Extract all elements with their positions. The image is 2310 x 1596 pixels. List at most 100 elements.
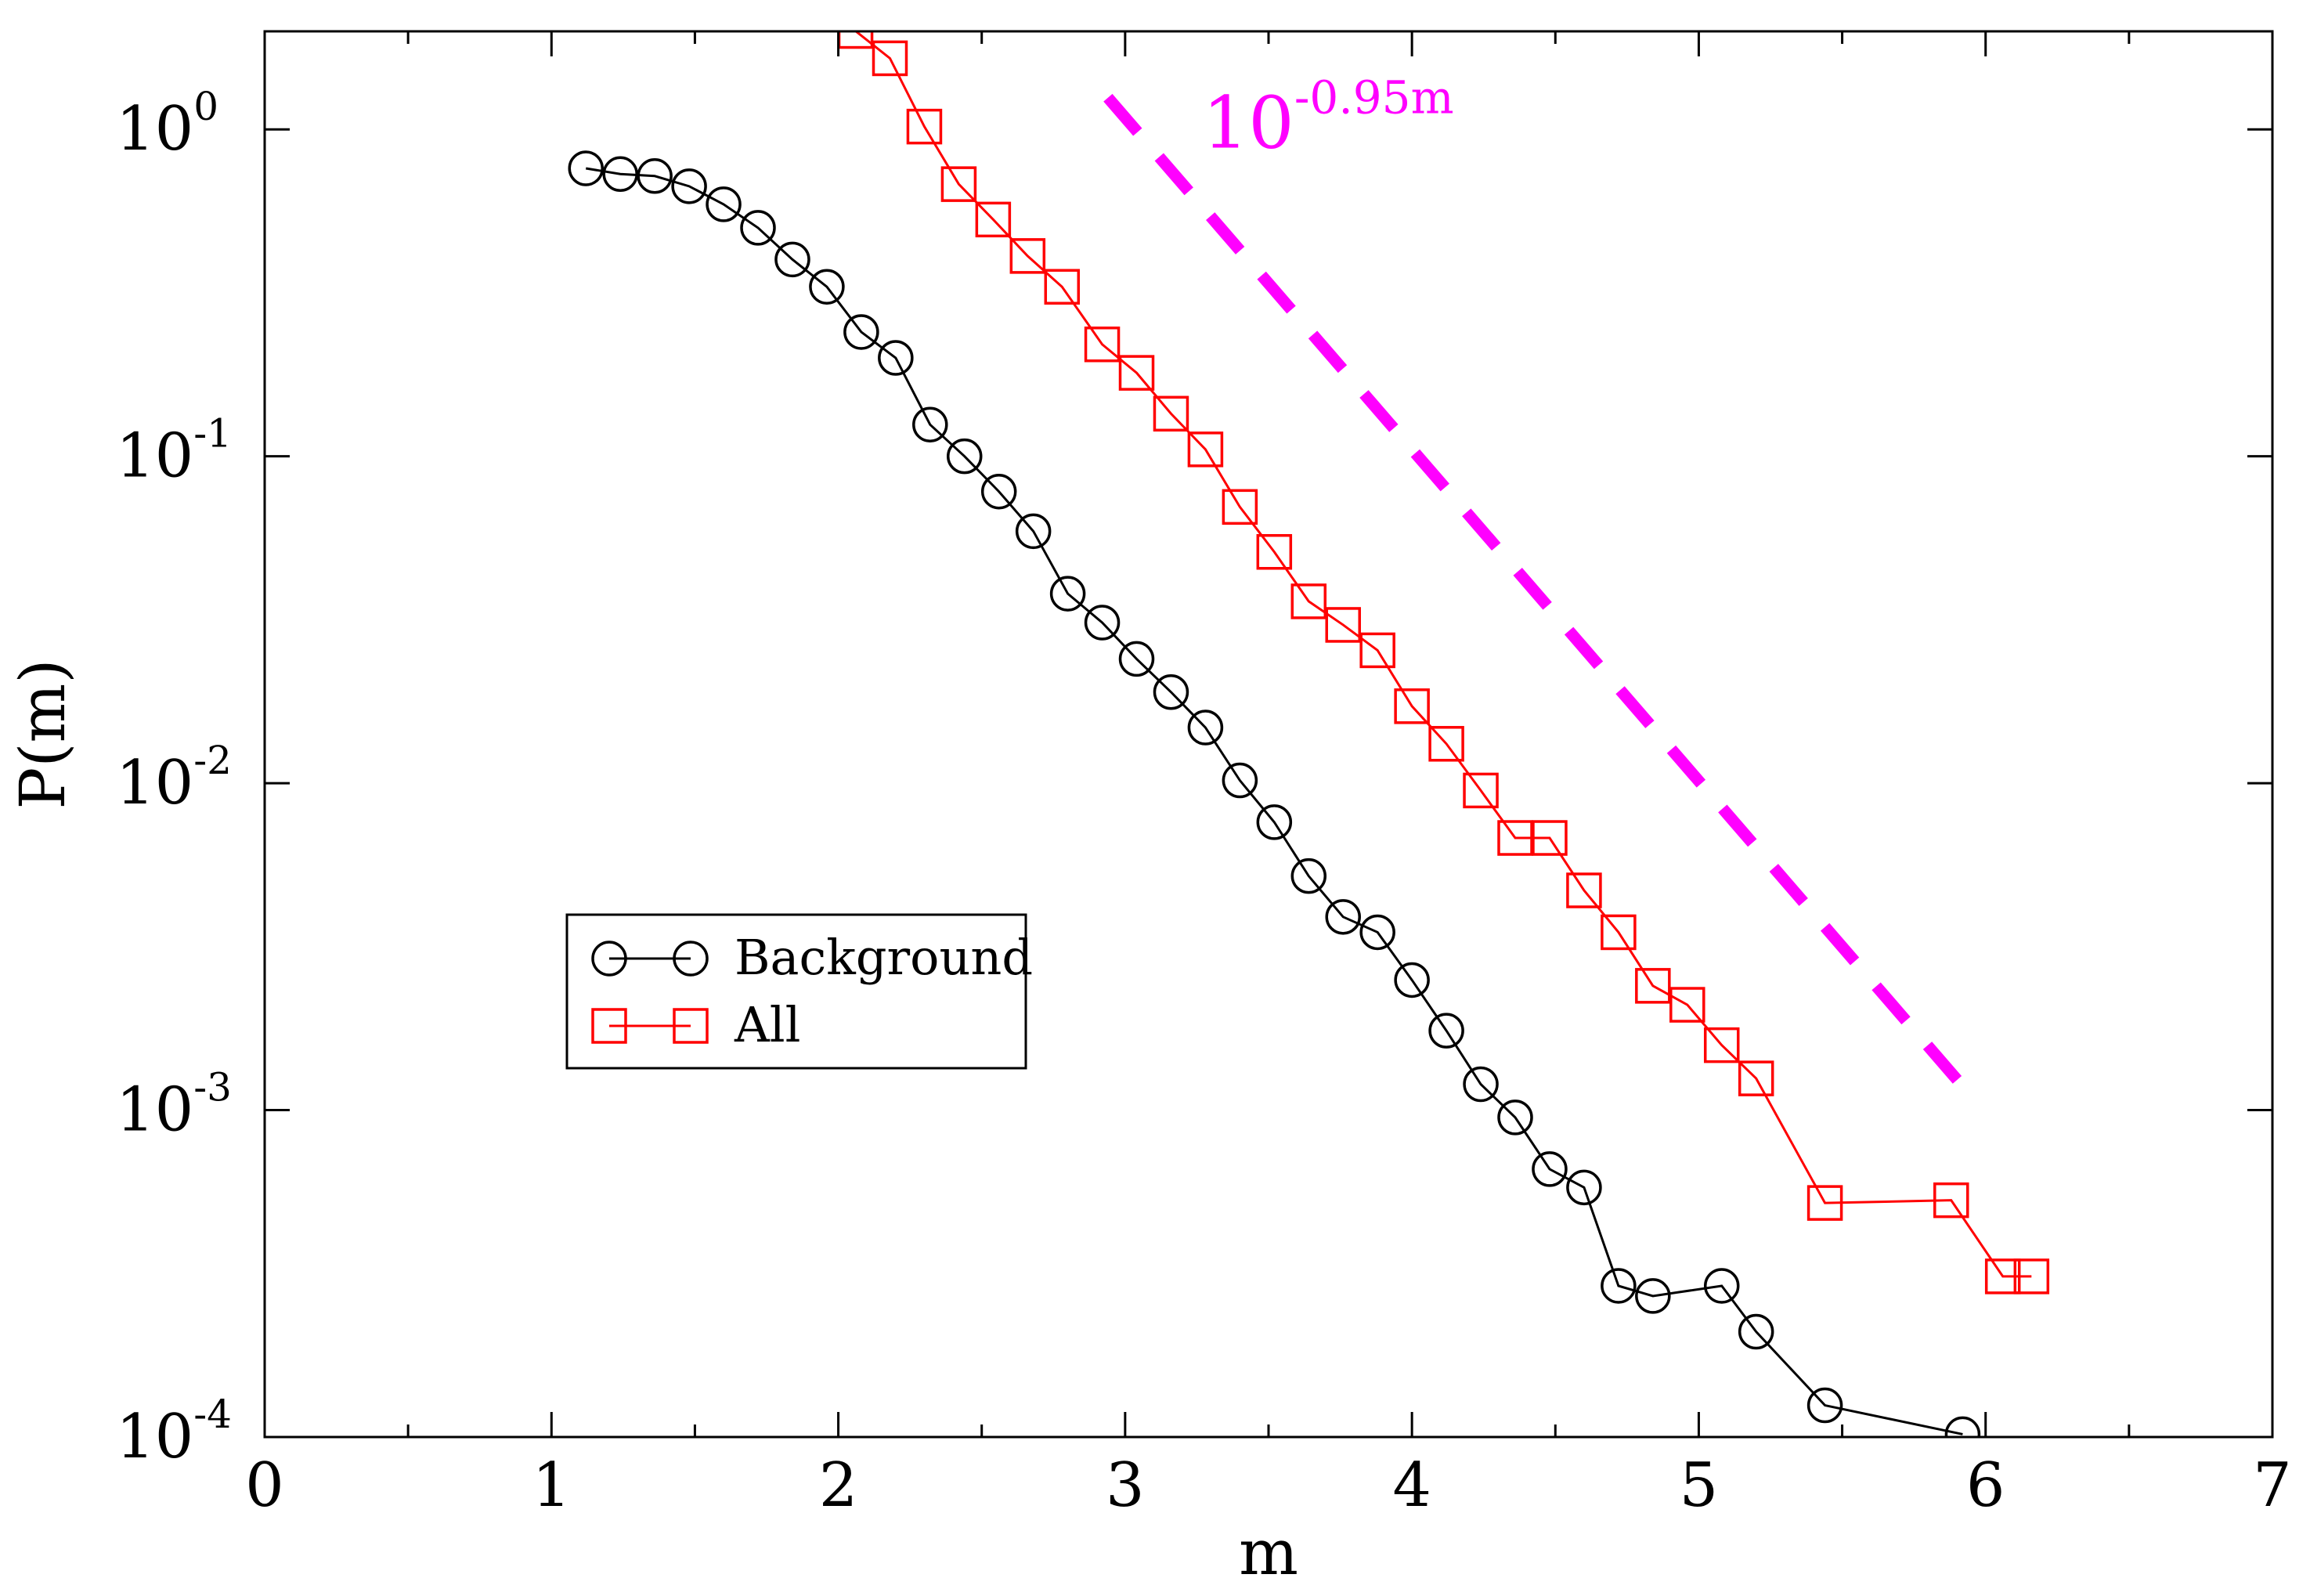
- point-all: [1933, 1182, 1969, 1219]
- x-tick-label: 7: [2253, 1450, 2292, 1521]
- legend-marker: [673, 1008, 709, 1044]
- point-background: [1944, 1416, 1981, 1437]
- point-background: [1738, 1313, 1774, 1350]
- x-tick-label: 1: [532, 1450, 571, 1521]
- point-background: [1463, 1066, 1499, 1103]
- legend-symbol-background: [591, 941, 709, 977]
- series-line-all: [854, 31, 2032, 1278]
- y-tick-base: 10: [116, 1075, 193, 1146]
- y-tick-label: 10-2: [116, 738, 232, 818]
- point-background: [1359, 914, 1395, 951]
- point-background: [740, 210, 776, 246]
- legend-label-background: Background: [735, 929, 1033, 986]
- x-tick-label: 3: [1106, 1450, 1145, 1521]
- point-background: [1428, 1013, 1464, 1049]
- y-tick-exponent: -4: [193, 1392, 232, 1437]
- y-tick-label: 100: [116, 84, 218, 164]
- point-all: [1601, 914, 1637, 951]
- y-tick-base: 10: [116, 94, 193, 164]
- point-background: [568, 150, 604, 186]
- x-axis-title: m: [1239, 1516, 1298, 1589]
- point-all: [1635, 968, 1671, 1004]
- legend-box: [565, 913, 1027, 1070]
- point-all: [1806, 1185, 1843, 1221]
- point-background: [1084, 605, 1121, 641]
- ticks-layer: [263, 31, 2274, 1439]
- series-layer: [568, 31, 2050, 1437]
- point-background: [1532, 1151, 1568, 1187]
- point-all: [1394, 688, 1430, 724]
- point-background: [706, 186, 742, 222]
- point-background: [980, 473, 1017, 510]
- point-all: [1044, 269, 1081, 305]
- point-all: [975, 201, 1012, 238]
- point-all: [1256, 533, 1293, 570]
- x-tick-label: 2: [819, 1450, 858, 1521]
- point-background: [1394, 962, 1430, 998]
- point-all: [1359, 632, 1395, 669]
- point-background: [1049, 576, 1086, 612]
- x-tick-label: 0: [245, 1450, 284, 1521]
- point-all: [872, 40, 908, 77]
- point-background: [809, 269, 845, 305]
- point-all: [1009, 238, 1046, 274]
- y-axis-title: P(m): [6, 659, 79, 809]
- point-all: [906, 108, 943, 145]
- point-background: [1806, 1387, 1843, 1424]
- y-tick-label: 10-4: [116, 1392, 232, 1472]
- point-background: [912, 406, 948, 442]
- point-background: [1153, 674, 1189, 710]
- point-all: [1984, 1258, 2021, 1294]
- y-tick-label: 10-3: [116, 1065, 232, 1146]
- x-tick-label: 4: [1392, 1450, 1431, 1521]
- y-tick-exponent: -3: [193, 1065, 232, 1110]
- point-background: [671, 168, 707, 204]
- point-background: [843, 314, 879, 350]
- point-background: [637, 158, 673, 194]
- y-tick-base: 10: [116, 421, 193, 492]
- point-background: [1256, 804, 1293, 840]
- point-background: [1601, 1268, 1637, 1304]
- y-tick-label: 10-1: [116, 411, 232, 492]
- legend-marker: [673, 941, 709, 977]
- formula-base: 10: [1203, 81, 1294, 164]
- x-tick-label: 6: [1966, 1450, 2005, 1521]
- point-all: [1153, 395, 1189, 432]
- point-all: [2013, 1258, 2050, 1294]
- point-all: [940, 166, 977, 202]
- point-all: [1738, 1060, 1774, 1096]
- point-background: [1118, 641, 1155, 677]
- point-all: [837, 31, 874, 49]
- x-tick-label: 5: [1680, 1450, 1719, 1521]
- point-all: [1118, 355, 1155, 391]
- point-background: [1497, 1100, 1533, 1136]
- legend-symbol-all: [591, 1008, 709, 1044]
- y-tick-exponent: -1: [193, 411, 232, 457]
- point-background: [1187, 710, 1224, 746]
- point-background: [1325, 899, 1361, 935]
- point-all: [1084, 326, 1121, 363]
- point-background: [878, 340, 914, 376]
- y-tick-base: 10: [116, 748, 193, 818]
- y-tick-exponent: -2: [193, 738, 232, 783]
- point-all: [1532, 820, 1568, 856]
- point-all: [1669, 987, 1705, 1023]
- point-all: [1497, 820, 1533, 856]
- series-group: [568, 31, 2050, 1437]
- y-tick-exponent: 0: [193, 84, 218, 129]
- point-background: [1222, 762, 1258, 799]
- series-line-power-law: [1103, 93, 1973, 1097]
- point-all: [1290, 583, 1327, 619]
- point-all: [1325, 607, 1361, 643]
- point-background: [1635, 1278, 1671, 1314]
- legend-marker: [591, 1008, 627, 1044]
- point-all: [1428, 726, 1464, 762]
- point-background: [602, 156, 638, 193]
- legend-marker: [591, 941, 627, 977]
- point-all: [1222, 489, 1258, 525]
- formula-annotation: 10-0.95m: [1203, 70, 1454, 164]
- point-all: [1703, 1027, 1740, 1063]
